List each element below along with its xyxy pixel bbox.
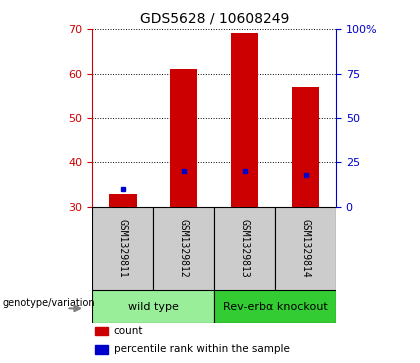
Bar [92, 290, 214, 323]
Bar [214, 207, 275, 290]
Text: GSM1329813: GSM1329813 [240, 219, 249, 278]
Bar [109, 193, 136, 207]
Bar [92, 207, 153, 290]
Bar [170, 69, 197, 207]
Bar [231, 33, 258, 207]
Text: Rev-erbα knockout: Rev-erbα knockout [223, 302, 328, 312]
Text: percentile rank within the sample: percentile rank within the sample [114, 344, 290, 354]
Bar [153, 207, 214, 290]
Bar [214, 290, 336, 323]
Bar [95, 345, 108, 354]
Text: GSM1329812: GSM1329812 [179, 219, 189, 278]
Bar [95, 327, 108, 335]
Text: GSM1329811: GSM1329811 [118, 219, 128, 278]
Bar [275, 207, 336, 290]
Title: GDS5628 / 10608249: GDS5628 / 10608249 [139, 11, 289, 25]
Text: GSM1329814: GSM1329814 [301, 219, 310, 278]
Bar [292, 87, 319, 207]
Text: wild type: wild type [128, 302, 179, 312]
Text: count: count [114, 326, 143, 336]
Text: genotype/variation: genotype/variation [3, 298, 95, 309]
